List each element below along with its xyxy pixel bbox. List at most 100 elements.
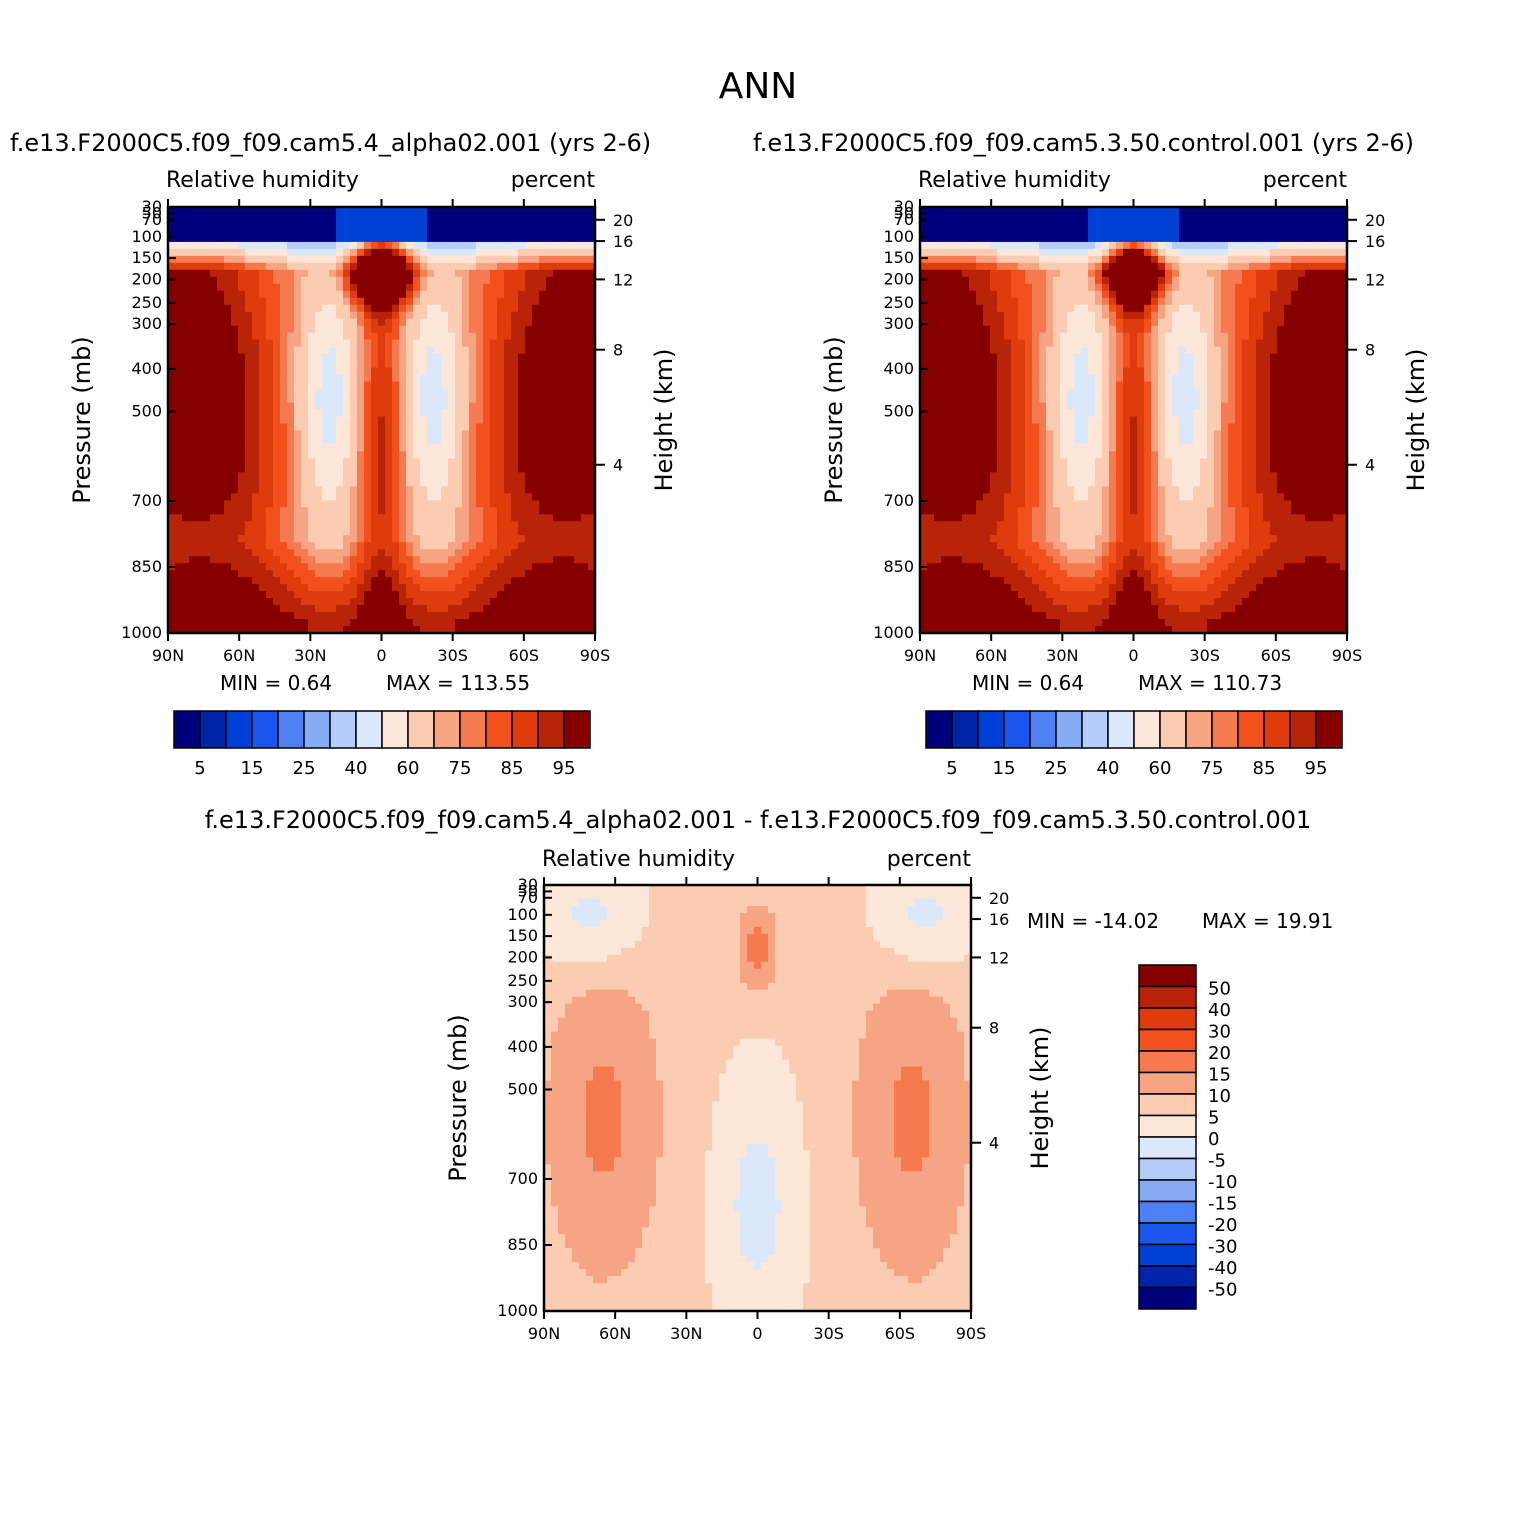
field-cell [941,242,949,250]
field-cell [413,291,421,299]
x-tick-label: 30S [437,646,468,665]
field-cell [983,319,991,327]
field-cell [266,403,274,411]
field-cell [189,228,197,236]
field-cell [560,451,568,459]
field-cell [406,263,414,271]
field-cell [392,563,400,571]
field-cell [399,417,407,425]
field-cell [315,228,323,236]
field-cell [175,291,183,299]
field-cell [189,570,197,578]
field-cell [1032,326,1040,334]
field-cell [1123,284,1131,292]
field-cell [217,514,225,522]
field-cell [1039,305,1047,313]
field-cell [427,291,435,299]
field-cell [567,291,575,299]
field-cell [1172,249,1180,257]
field-cell [371,584,379,592]
colorbar-swatch [434,711,460,748]
field-cell [1130,312,1138,320]
field-cell [1137,277,1145,285]
field-cell [504,486,512,494]
field-cell [1165,235,1173,243]
field-cell [287,354,295,362]
field-cell [1333,277,1341,285]
field-cell [1053,263,1061,271]
field-cell [175,549,183,557]
field-cell [560,340,568,348]
field-cell [364,549,372,557]
field-cell [1151,298,1159,306]
field-cell [301,347,309,355]
field-cell [962,256,970,264]
field-cell [1319,284,1327,292]
field-cell [336,500,344,508]
field-cell [196,256,204,264]
field-cell [1116,270,1124,278]
field-cell [581,298,589,306]
field-cell [378,319,386,327]
field-cell [350,319,358,327]
field-cell [1305,249,1313,257]
field-cell [511,410,519,418]
field-cell [560,423,568,431]
field-cell [1074,214,1082,222]
field-cell [1249,298,1257,306]
field-cell [1186,214,1194,222]
field-cell [1326,298,1334,306]
field-cell [1081,333,1089,341]
field-cell [462,396,470,404]
field-cell [1046,228,1054,236]
field-cell [210,312,218,320]
field-cell [252,256,260,264]
field-cell [1123,270,1131,278]
field-cell [462,361,470,369]
field-cell [392,382,400,390]
field-cell [990,228,998,236]
field-cell [371,326,379,334]
field-cell [1172,319,1180,327]
field-cell [175,563,183,571]
field-cell [329,584,337,592]
field-cell [448,347,456,355]
field-cell [203,242,211,250]
field-cell [343,277,351,285]
field-cell [455,514,463,522]
field-cell [336,493,344,501]
field-cell [203,591,211,599]
field-cell [1214,256,1222,264]
field-cell [378,577,386,585]
field-cell [238,465,246,473]
field-cell [420,444,428,452]
field-cell [189,521,197,529]
field-cell [217,403,225,411]
field-cell [434,563,442,571]
field-cell [448,319,456,327]
field-cell [1095,256,1103,264]
field-cell [392,486,400,494]
field-cell [560,444,568,452]
field-cell [539,493,547,501]
field-cell [378,514,386,522]
field-cell [343,563,351,571]
field-cell [1172,270,1180,278]
field-cell [231,410,239,418]
field-cell [406,556,414,564]
field-cell [497,396,505,404]
field-cell [420,486,428,494]
field-cell [364,514,372,522]
field-cell [434,584,442,592]
field-cell [518,556,526,564]
field-cell [441,549,449,557]
field-cell [581,235,589,243]
field-cell [1018,214,1026,222]
field-cell [392,410,400,418]
field-cell [574,437,582,445]
field-cell [217,242,225,250]
field-cell [462,340,470,348]
field-cell [238,479,246,487]
left-title-control: Relative humidity [918,168,1111,193]
